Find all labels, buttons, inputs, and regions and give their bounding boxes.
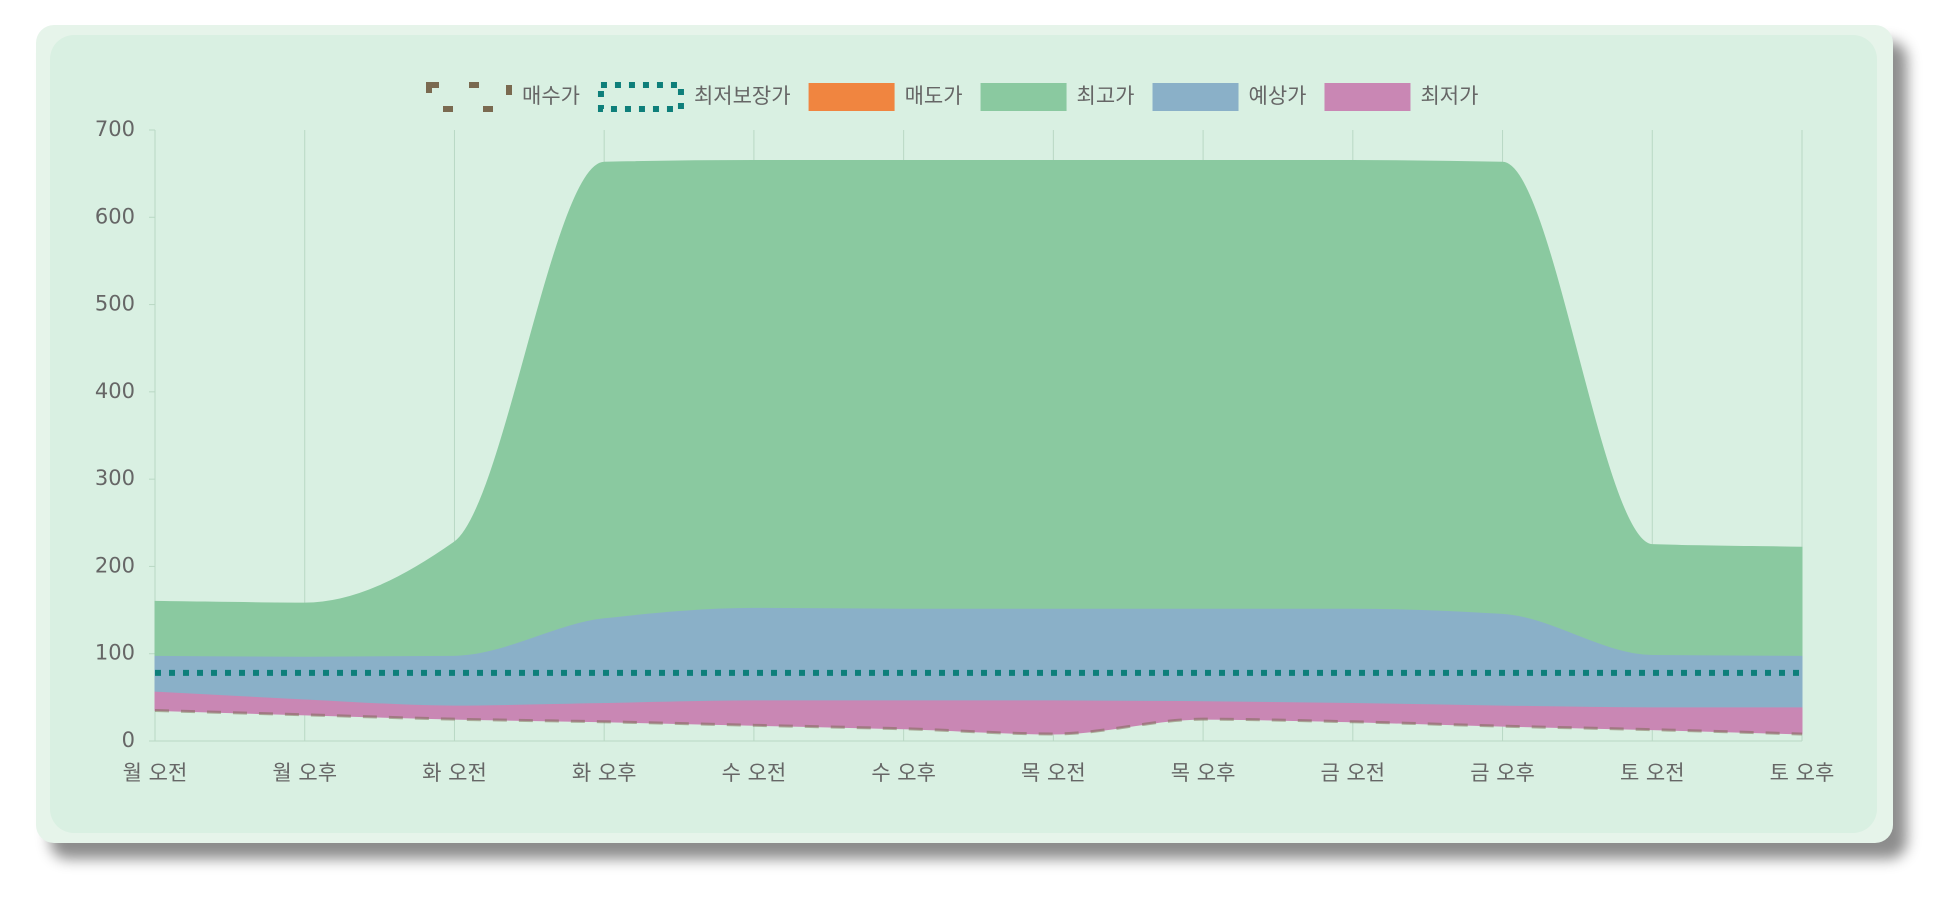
legend-swatch: [1324, 83, 1411, 111]
x-tick-label: 월 오전: [123, 761, 188, 785]
legend-swatch: [426, 82, 512, 112]
x-tick-label: 화 오전: [422, 761, 487, 785]
x-tick-label: 금 오후: [1470, 761, 1535, 785]
legend-label: 최고가: [1077, 84, 1135, 108]
area: [154, 160, 1803, 658]
legend-item: 예상가: [1152, 83, 1307, 111]
x-tick-label: 월 오후: [272, 761, 337, 785]
x-tick-label: 토 오후: [1770, 761, 1835, 785]
legend-label: 매도가: [905, 84, 963, 108]
y-tick-label: 300: [95, 466, 135, 490]
legend-item: 최저보장가: [597, 82, 791, 112]
legend-label: 예상가: [1249, 84, 1307, 108]
legend-label: 매수가: [522, 84, 580, 108]
legend-swatch: [808, 83, 895, 111]
legend-swatch: [597, 82, 684, 112]
x-tick-label: 목 오후: [1171, 761, 1236, 785]
y-tick-label: 200: [95, 553, 135, 577]
x-tick-label: 목 오전: [1021, 761, 1086, 785]
y-tick-label: 400: [95, 379, 135, 403]
x-tick-label: 토 오전: [1620, 761, 1685, 785]
y-tick-label: 500: [95, 292, 135, 316]
legend-item: 매수가: [426, 82, 580, 112]
legend-item: 매도가: [808, 83, 963, 111]
legend-swatch: [1152, 83, 1239, 111]
x-tick-label: 화 오후: [572, 761, 637, 785]
legend-item: 최고가: [980, 83, 1135, 111]
x-tick-label: 수 오후: [871, 761, 936, 785]
y-tick-label: 0: [122, 728, 135, 752]
legend-label: 최저가: [1420, 84, 1478, 108]
x-tick-label: 수 오전: [722, 761, 787, 785]
x-tick-label: 금 오전: [1320, 761, 1385, 785]
y-tick-label: 600: [95, 204, 135, 228]
legend-swatch: [980, 83, 1067, 111]
legend-label: 최저보장가: [694, 84, 791, 108]
y-tick-label: 700: [95, 117, 135, 141]
legend-item: 최저가: [1324, 83, 1478, 111]
y-tick-label: 100: [95, 641, 135, 665]
